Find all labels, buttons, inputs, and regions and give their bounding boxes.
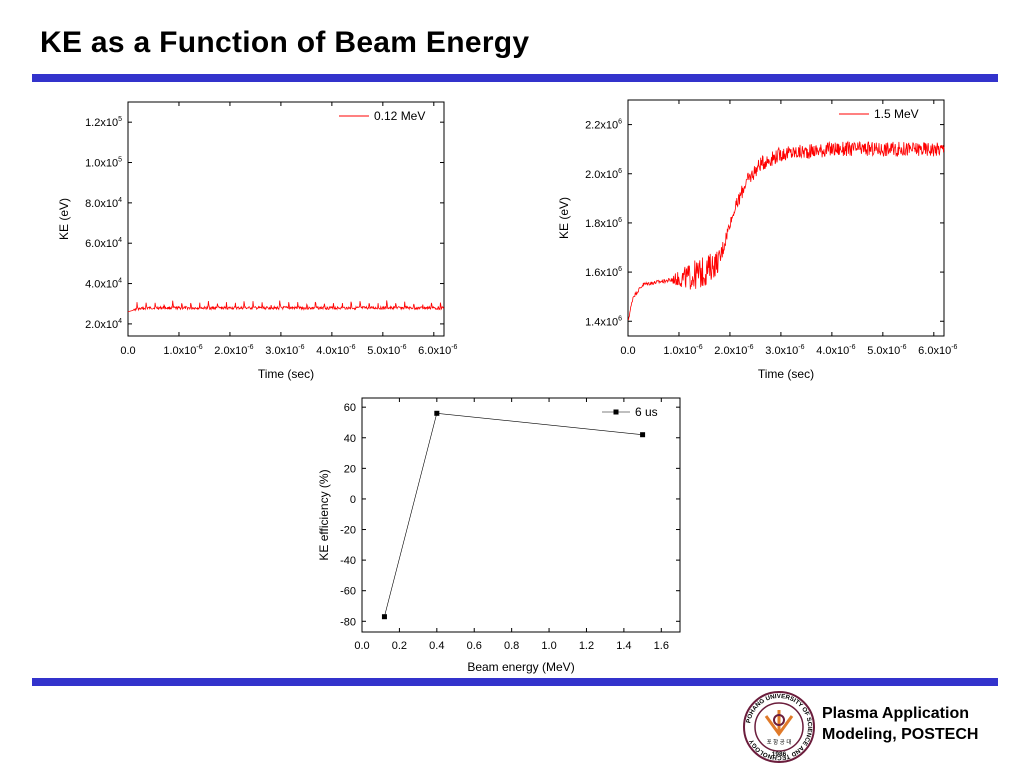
x-tick-label: 0.8 xyxy=(504,640,519,652)
chart-ke-1-5-mev: 1.4x106 1.6x106 1.8x106 2.0x106 2.2x106 0.0 1.… xyxy=(557,99,958,381)
x-tick-label: 0.6 xyxy=(467,640,482,652)
footer-line-1: Plasma Application xyxy=(822,705,969,722)
footer-line-2: Modeling, POSTECH xyxy=(822,726,979,743)
x-tick-label: 0.0 xyxy=(120,345,135,357)
series-line xyxy=(384,412,643,617)
x-tick-label: 0.4 xyxy=(429,640,444,652)
x-tick-label: 5.0x10-6 xyxy=(867,344,906,357)
y-tick-label: 1.4x106 xyxy=(585,315,622,328)
x-axis-label: Beam energy (MeV) xyxy=(467,660,574,674)
y-tick-label: 2.2x106 xyxy=(585,119,622,132)
legend-label: 0.12 MeV xyxy=(374,109,425,123)
logo-korean-text: 포 항 공 대 xyxy=(767,738,792,746)
y-axis-label: KE efficiency (%) xyxy=(317,469,331,560)
y-tick-label: -60 xyxy=(340,586,356,598)
legend-label: 6 us xyxy=(635,405,658,419)
plot-frame xyxy=(627,99,945,337)
x-tick-label: 1.6 xyxy=(654,640,669,652)
y-tick-label: 2.0x104 xyxy=(85,318,122,331)
x-tick-label: 0.0 xyxy=(620,345,635,357)
y-tick-label: 6.0x104 xyxy=(85,237,122,250)
plot-frame xyxy=(127,101,445,337)
data-point xyxy=(640,432,646,438)
x-tick-label: 1.0x10-6 xyxy=(163,344,202,357)
x-tick-label: 1.2 xyxy=(579,640,594,652)
x-tick-label: 4.0x10-6 xyxy=(816,344,855,357)
postech-logo: POHANG UNIVERSITY OF SCIENCE AND TECHNOL… xyxy=(743,691,815,763)
series-line xyxy=(127,300,445,313)
x-tick-label: 5.0x10-6 xyxy=(367,344,406,357)
x-tick-label: 1.0x10-6 xyxy=(663,344,702,357)
legend-label: 1.5 MeV xyxy=(874,107,919,121)
y-tick-label: 40 xyxy=(344,433,356,445)
x-tick-label: 1.0 xyxy=(541,640,556,652)
y-tick-label: 1.6x106 xyxy=(585,266,622,279)
chart-ke-0-12-mev: 2.0x104 4.0x104 6.0x104 8.0x104 1.0x105 1.2x1… xyxy=(57,101,458,381)
y-tick-label: 8.0x104 xyxy=(85,197,122,210)
x-tick-label: 0.2 xyxy=(392,640,407,652)
x-tick-label: 2.0x10-6 xyxy=(714,344,753,357)
footer-text: Plasma Application Modeling, POSTECH xyxy=(822,703,1012,745)
y-tick-label: -20 xyxy=(340,525,356,537)
y-tick-label: 1.0x105 xyxy=(85,157,122,170)
x-axis-label: Time (sec) xyxy=(758,367,814,381)
y-axis-label: KE (eV) xyxy=(57,198,71,240)
y-axis-label: KE (eV) xyxy=(557,197,571,239)
data-point xyxy=(381,614,387,620)
y-tick-label: 1.2x105 xyxy=(85,116,122,129)
logo-year: 1986 xyxy=(772,751,787,758)
data-point xyxy=(434,410,440,416)
x-axis-label: Time (sec) xyxy=(258,367,314,381)
header-rule xyxy=(32,74,998,82)
x-tick-label: 1.4 xyxy=(616,640,631,652)
y-tick-label: 1.8x106 xyxy=(585,217,622,230)
x-tick-label: 6.0x10-6 xyxy=(418,344,457,357)
y-tick-label: 60 xyxy=(344,402,356,414)
y-tick-label: 4.0x104 xyxy=(85,278,122,291)
y-tick-label: -80 xyxy=(340,616,356,628)
x-tick-label: 3.0x10-6 xyxy=(765,344,804,357)
y-tick-label: 2.0x106 xyxy=(585,168,622,181)
x-tick-label: 4.0x10-6 xyxy=(316,344,355,357)
slide-title: KE as a Function of Beam Energy xyxy=(40,26,530,59)
x-tick-label: 2.0x10-6 xyxy=(214,344,253,357)
x-tick-label: 3.0x10-6 xyxy=(265,344,304,357)
legend-marker xyxy=(613,409,619,415)
x-tick-label: 6.0x10-6 xyxy=(918,344,957,357)
series-line xyxy=(627,140,945,321)
footer-rule xyxy=(32,678,998,686)
plot-frame xyxy=(361,397,681,633)
chart-ke-efficiency: 60 40 20 0 -20 -40 -60 -80 0.0 0.2 0.4 0.6 0.8 1.0 1.2… xyxy=(317,397,681,674)
y-tick-label: 20 xyxy=(344,463,356,475)
x-tick-label: 0.0 xyxy=(354,640,369,652)
y-tick-label: 0 xyxy=(350,494,356,506)
y-tick-label: -40 xyxy=(340,555,356,567)
